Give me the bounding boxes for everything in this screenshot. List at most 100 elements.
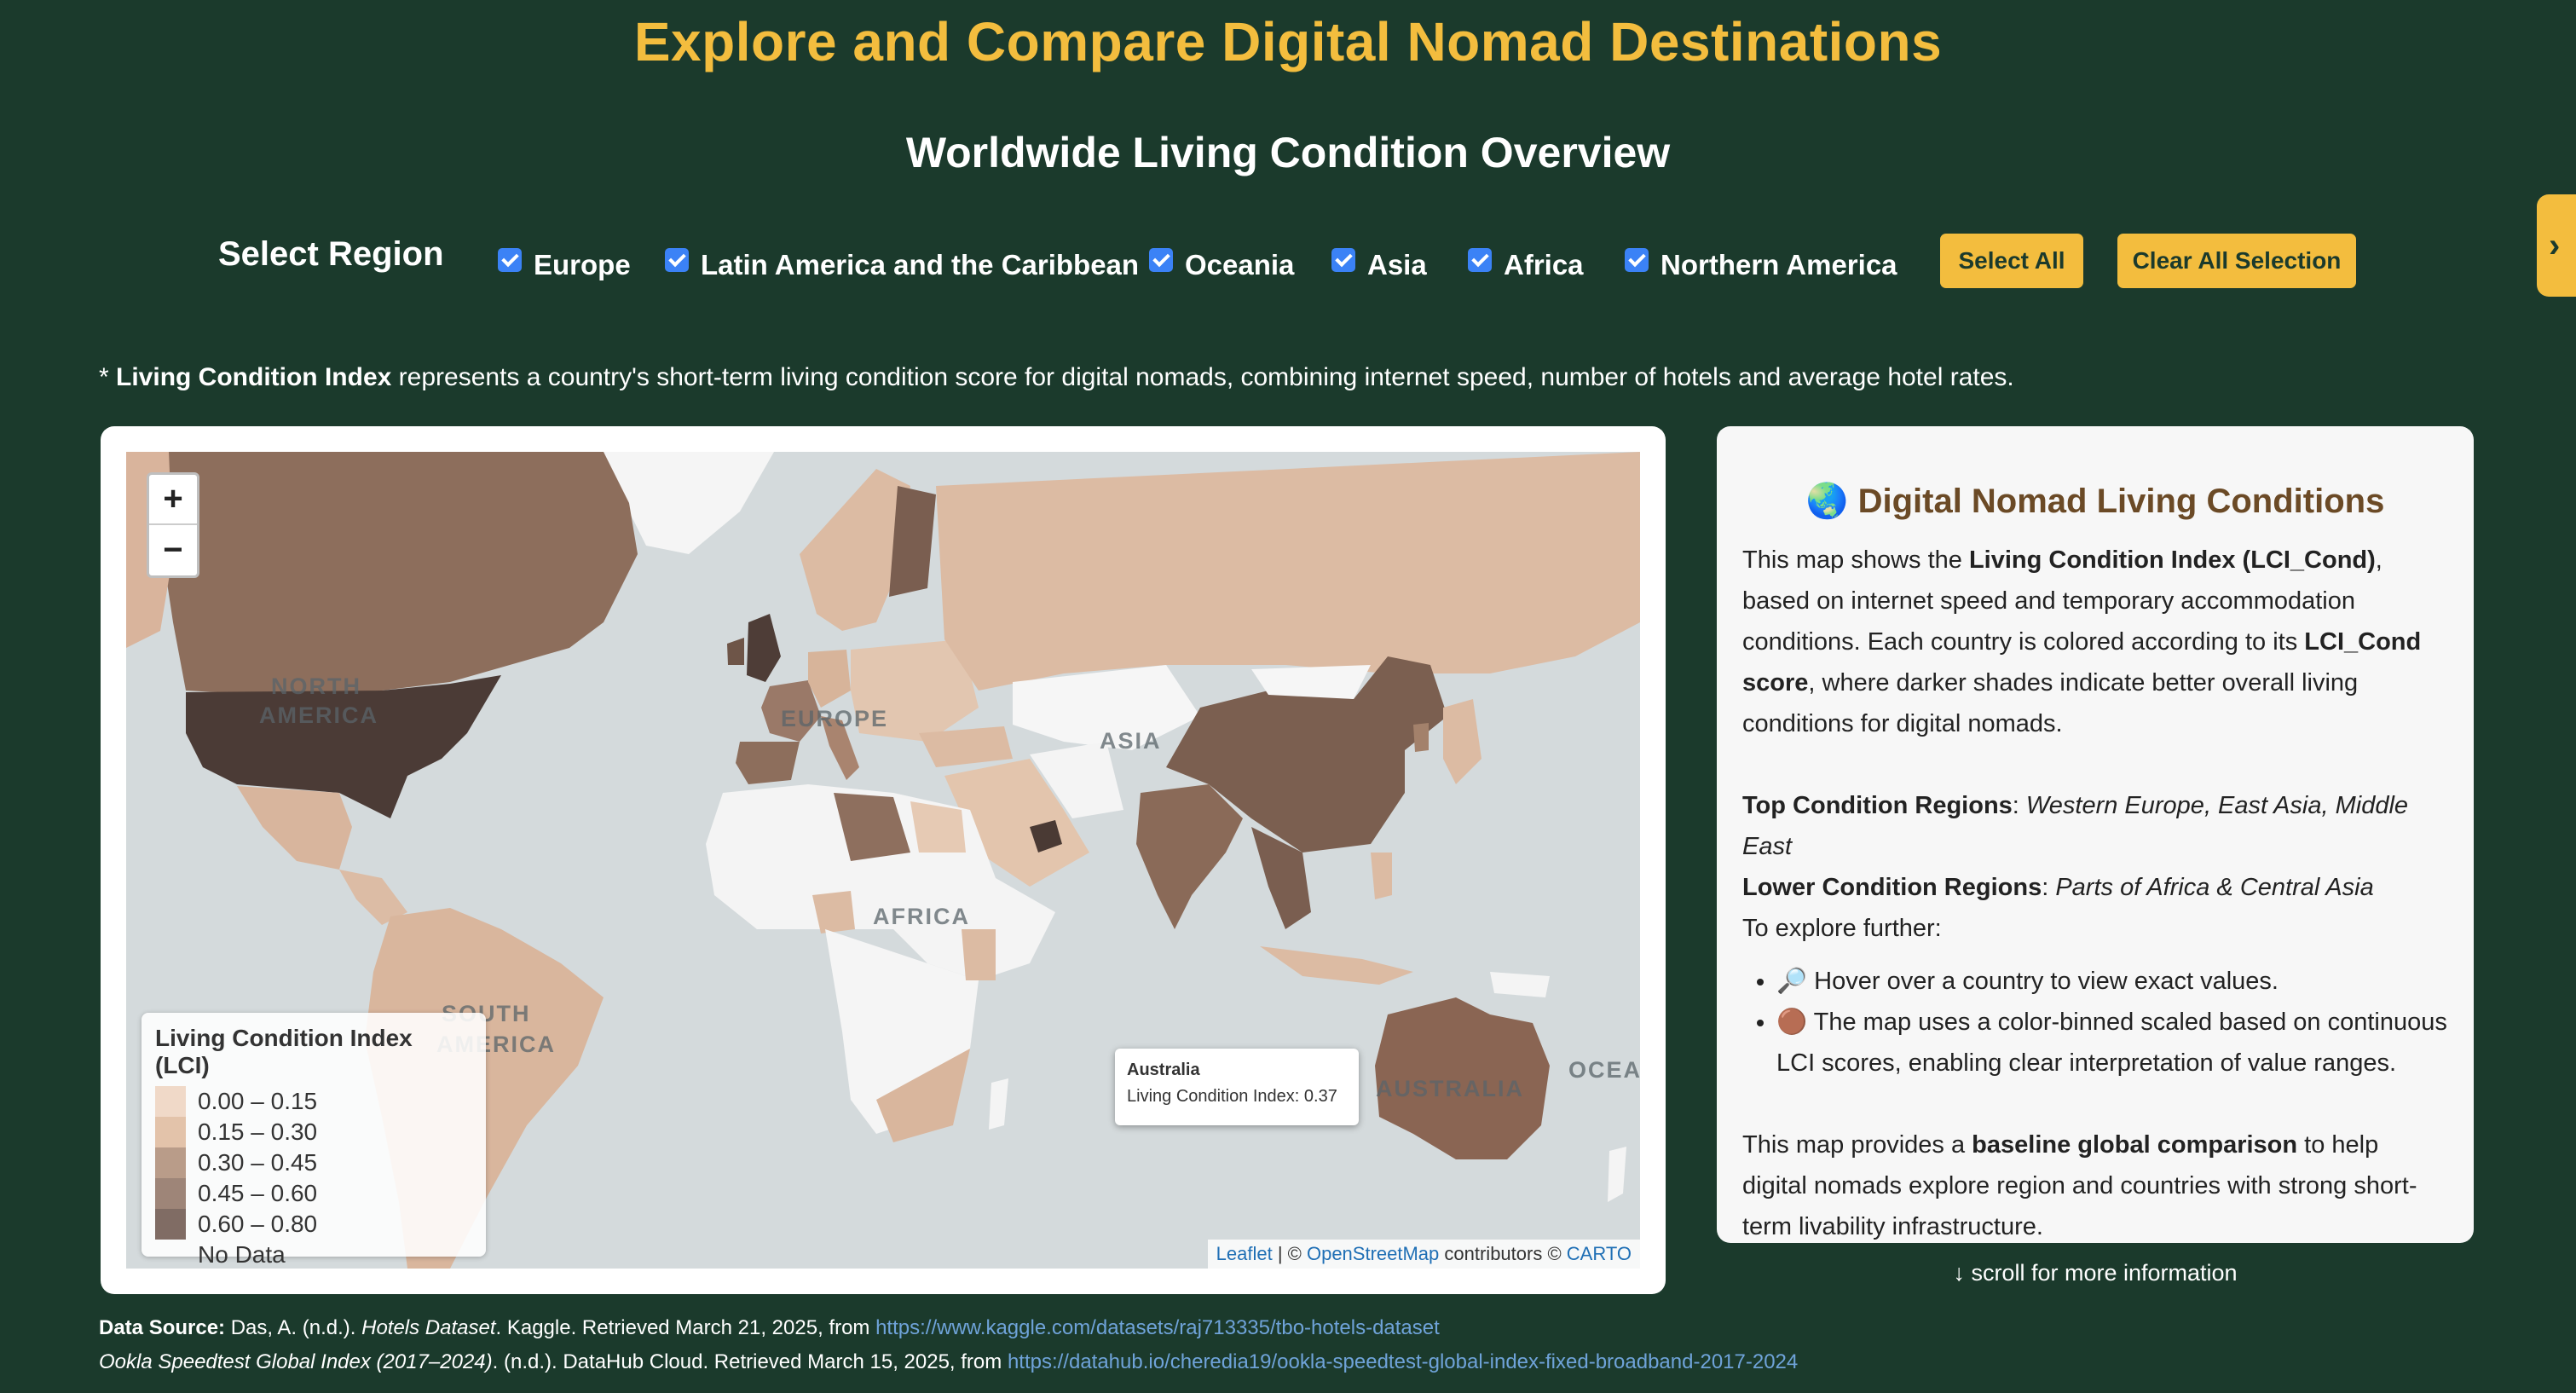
country-spain: [736, 742, 800, 784]
country-oman: [1030, 820, 1062, 853]
region-checkbox-africa[interactable]: Africa: [1468, 244, 1584, 286]
source1-retrieved: . Kaggle. Retrieved March 21, 2025, from: [495, 1316, 876, 1339]
country-png: [1490, 972, 1550, 997]
source2-link[interactable]: https://datahub.io/cheredia19/ookla-spee…: [1007, 1350, 1799, 1373]
region-checkbox-oceania[interactable]: Oceania: [1149, 244, 1294, 286]
map-attribution: Leaflet | © OpenStreetMap contributors ©…: [1207, 1240, 1640, 1269]
legend-bin: 0.30 – 0.45: [155, 1147, 472, 1178]
country-scandinavia: [800, 469, 910, 631]
country-france: [761, 680, 821, 742]
map-label-north-america-1: NORTH: [271, 673, 361, 699]
country-canada: [160, 452, 638, 695]
checkbox-checked-icon[interactable]: [1331, 248, 1355, 272]
source2-title: Ookla Speedtest Global Index (2017–2024): [99, 1350, 493, 1373]
info-bullet-hover: 🔎 Hover over a country to view exact val…: [1776, 961, 2448, 1002]
legend-bin-label: 0.45 – 0.60: [198, 1180, 318, 1206]
region-checkbox-latin-america[interactable]: Latin America and the Caribbean: [665, 244, 1139, 286]
intro-text-2: , based on internet speed and temporary …: [1742, 546, 2383, 656]
legend-no-data: No Data: [155, 1240, 472, 1269]
lower-regions-value: Parts of Africa & Central Asia: [2055, 874, 2374, 901]
top-regions-line: Top Condition Regions: Western Europe, E…: [1742, 792, 2409, 860]
page-title: Explore and Compare Digital Nomad Destin…: [633, 11, 1943, 72]
country-russia: [936, 452, 1640, 691]
country-iran: [1030, 742, 1123, 818]
country-middle-east: [944, 759, 1089, 887]
carto-link[interactable]: CARTO: [1566, 1243, 1632, 1264]
data-source-label: Data Source:: [99, 1316, 226, 1339]
country-japan: [1443, 699, 1481, 784]
checkbox-checked-icon[interactable]: [1625, 248, 1649, 272]
zoom-in-button[interactable]: +: [149, 475, 197, 525]
country-australia: [1375, 997, 1550, 1159]
source1-link[interactable]: https://www.kaggle.com/datasets/raj71333…: [875, 1316, 1440, 1339]
country-new-zealand: [1608, 1147, 1626, 1202]
legend-bin-label: 0.60 – 0.80: [198, 1211, 318, 1237]
chevron-right-icon: ›: [2549, 226, 2561, 264]
country-egypt: [910, 801, 966, 853]
checkbox-label: Africa: [1504, 249, 1584, 280]
country-southern-africa: [876, 1049, 970, 1142]
legend-bin-label: 0.30 – 0.45: [198, 1149, 318, 1176]
lower-regions-line: Lower Condition Regions: Parts of Africa…: [1742, 874, 2374, 901]
region-filter-bar: Select Region Europe Latin America and t…: [0, 230, 2576, 290]
country-germany: [808, 650, 851, 708]
lower-regions-label: Lower Condition Regions: [1742, 874, 2042, 901]
info-intro-paragraph: This map shows the Living Condition Inde…: [1742, 540, 2448, 744]
country-greenland: [604, 452, 774, 554]
checkbox-label: Northern America: [1661, 249, 1897, 280]
osm-link[interactable]: OpenStreetMap: [1306, 1243, 1440, 1264]
checkbox-checked-icon[interactable]: [665, 248, 689, 272]
top-regions-value: Western Europe, East Asia, Middle East: [1742, 792, 2409, 860]
checkbox-label: Latin America and the Caribbean: [701, 249, 1140, 280]
map-label-asia: ASIA: [1100, 728, 1162, 754]
zoom-control: + −: [147, 472, 199, 578]
checkbox-checked-icon[interactable]: [1468, 248, 1492, 272]
attribution-separator: | ©: [1272, 1243, 1307, 1264]
intro-bold-2: LCI_Cond score: [1742, 628, 2422, 696]
country-finland: [889, 486, 936, 597]
top-regions-label: Top Condition Regions: [1742, 792, 2013, 819]
legend-swatch-empty: [155, 1240, 186, 1269]
checkbox-checked-icon[interactable]: [1149, 248, 1173, 272]
choropleth-map[interactable]: + − NORTH AMERICA EUROPE ASIA AFRICA SOU…: [126, 452, 1640, 1269]
region-checkbox-europe[interactable]: Europe: [498, 244, 631, 286]
select-all-button[interactable]: Select All: [1940, 234, 2083, 288]
note-text: represents a country's short-term living…: [391, 363, 2014, 391]
zoom-out-button[interactable]: −: [163, 531, 183, 569]
info-summary-paragraph: This map provides a baseline global comp…: [1742, 1124, 2448, 1243]
info-bullets: 🔎 Hover over a country to view exact val…: [1742, 961, 2448, 1084]
legend-bin-label: 0.15 – 0.30: [198, 1118, 318, 1145]
checkbox-checked-icon[interactable]: [498, 248, 522, 272]
country-korea: [1413, 723, 1429, 752]
tooltip-country-name: Australia: [1127, 1061, 1200, 1079]
legend-swatch: [155, 1086, 186, 1117]
country-nigeria: [812, 891, 855, 933]
country-madagascar: [989, 1078, 1008, 1130]
legend-title: Living Condition Index (LCI): [155, 1025, 413, 1078]
intro-text-1: This map shows the: [1742, 546, 1969, 574]
scroll-hint: ↓ scroll for more information: [1953, 1260, 2238, 1286]
lci-definition-note: * Living Condition Index represents a co…: [99, 363, 2014, 392]
map-label-europe: EUROPE: [781, 706, 889, 731]
info-panel[interactable]: 🌏 Digital Nomad Living Conditions This m…: [1717, 426, 2474, 1243]
clear-all-selection-button[interactable]: Clear All Selection: [2117, 234, 2356, 288]
map-label-oceania: OCEA: [1568, 1057, 1640, 1083]
summary-text-2: to help digital nomads explore region an…: [1742, 1131, 2417, 1240]
attribution-contributors: contributors ©: [1439, 1243, 1567, 1264]
region-checkbox-asia[interactable]: Asia: [1331, 244, 1427, 286]
country-tooltip: Australia Living Condition Index: 0.37: [1115, 1049, 1359, 1125]
country-southeast-asia: [1251, 827, 1311, 929]
side-panel-toggle[interactable]: ›: [2537, 194, 2576, 297]
country-eastern-europe: [851, 639, 979, 742]
country-kenya: [962, 929, 996, 980]
region-checkbox-northern-america[interactable]: Northern America: [1625, 244, 1897, 286]
leaflet-link[interactable]: Leaflet: [1216, 1243, 1273, 1264]
legend-swatch: [155, 1117, 186, 1147]
country-india: [1136, 784, 1243, 929]
note-prefix: *: [99, 363, 117, 391]
map-label-africa: AFRICA: [873, 904, 970, 929]
legend-swatch: [155, 1209, 186, 1240]
legend-bin: 0.00 – 0.15: [155, 1086, 472, 1117]
checkbox-label: Europe: [534, 249, 631, 280]
note-term: Living Condition Index: [116, 363, 392, 391]
